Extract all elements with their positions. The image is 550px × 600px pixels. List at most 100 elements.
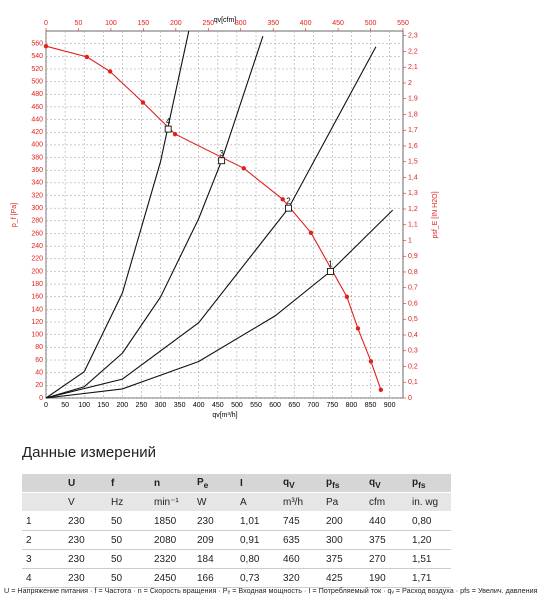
header-cell: pfs bbox=[322, 474, 365, 493]
data-point bbox=[107, 69, 113, 74]
cell: 209 bbox=[193, 530, 236, 550]
x-tick-label: 500 bbox=[231, 402, 243, 409]
y2-tick-label: 2 bbox=[408, 80, 412, 87]
cell: 1 bbox=[22, 511, 64, 531]
y-tick-label: 260 bbox=[31, 230, 43, 237]
unit-cell: W bbox=[193, 492, 236, 512]
data-point bbox=[43, 43, 49, 49]
header-text: U bbox=[68, 477, 76, 489]
y2-tick-label: 0,4 bbox=[408, 332, 418, 339]
y-tick-label: 540 bbox=[31, 53, 43, 60]
cell: 375 bbox=[365, 530, 408, 550]
cell: 230 bbox=[193, 511, 236, 531]
curve bbox=[45, 36, 264, 399]
y-tick-label: 240 bbox=[31, 243, 43, 250]
x2-tick-label: 0 bbox=[44, 20, 48, 27]
x-tick-label: 350 bbox=[174, 402, 186, 409]
curve bbox=[45, 45, 382, 390]
data-row: 4 230 50 2450 166 0,73 320 425 190 1,71 bbox=[22, 568, 451, 588]
y2-tick-label: 0,8 bbox=[408, 269, 418, 276]
y2-tick-label: 1,9 bbox=[408, 96, 418, 103]
y-tick-label: 520 bbox=[31, 66, 43, 73]
unit-cell: m³/h bbox=[279, 492, 322, 512]
header-sub: fs bbox=[332, 479, 340, 490]
y2-tick-label: 1,3 bbox=[408, 190, 418, 197]
cell: 1,01 bbox=[236, 511, 279, 531]
header-text: I bbox=[240, 477, 243, 489]
y2-tick-label: 0,5 bbox=[408, 316, 418, 323]
x2-tick-label: 50 bbox=[75, 20, 83, 27]
x-tick-label: 250 bbox=[136, 402, 148, 409]
header-text: q bbox=[283, 476, 290, 488]
cell: 200 bbox=[322, 511, 365, 531]
x-tick-label: 700 bbox=[307, 402, 319, 409]
x2-tick-label: 550 bbox=[397, 20, 409, 27]
unit-cell: in. wg bbox=[408, 492, 451, 512]
cell: 230 bbox=[64, 568, 107, 588]
y-tick-label: 340 bbox=[31, 180, 43, 187]
x-axis-label: qv[m³/h] bbox=[212, 412, 237, 419]
cell: 635 bbox=[279, 530, 322, 550]
y-tick-label: 420 bbox=[31, 129, 43, 136]
cell: 1850 bbox=[150, 511, 193, 531]
y-tick-label: 100 bbox=[31, 332, 43, 339]
x-tick-label: 50 bbox=[61, 402, 69, 409]
x-tick-label: 150 bbox=[97, 402, 109, 409]
cell: 0,80 bbox=[236, 549, 279, 569]
operating-point bbox=[285, 204, 292, 212]
unit-cell: Pa bbox=[322, 492, 365, 512]
y2-tick-label: 0,1 bbox=[408, 379, 418, 386]
unit-cell: A bbox=[236, 492, 279, 512]
data-point bbox=[172, 131, 178, 137]
cell: 50 bbox=[107, 530, 150, 550]
y-tick-label: 20 bbox=[35, 382, 43, 389]
data-row: 2 230 50 2080 209 0,91 635 300 375 1,20 bbox=[22, 530, 451, 550]
y-tick-label: 400 bbox=[31, 142, 43, 149]
cell: 460 bbox=[279, 549, 322, 569]
y2-tick-label: 1,7 bbox=[408, 127, 418, 134]
unit-cell: V bbox=[64, 492, 107, 512]
header-sub: e bbox=[203, 479, 209, 490]
x2-tick-label: 150 bbox=[138, 20, 150, 27]
operating-point-label: 3 bbox=[219, 149, 224, 158]
operating-point-label: 2 bbox=[286, 196, 291, 205]
x-tick-label: 800 bbox=[346, 402, 358, 409]
y2-tick-label: 0,9 bbox=[408, 253, 418, 260]
y2-tick-label: 1 bbox=[408, 237, 412, 244]
header-sub: V bbox=[375, 479, 381, 490]
cell: 1,71 bbox=[408, 568, 451, 588]
x-tick-label: 300 bbox=[155, 402, 167, 409]
y-tick-label: 60 bbox=[35, 357, 43, 364]
cell: 1,51 bbox=[408, 549, 451, 569]
unit-cell: cfm bbox=[365, 492, 408, 512]
y2-tick-label: 1,2 bbox=[408, 206, 418, 213]
cell: 0,73 bbox=[236, 568, 279, 588]
y-tick-label: 200 bbox=[31, 268, 43, 275]
cell: 375 bbox=[322, 549, 365, 569]
y-tick-label: 320 bbox=[31, 192, 43, 199]
header-cell: Pe bbox=[193, 474, 236, 493]
cell: 230 bbox=[64, 511, 107, 531]
section-heading: Данные измерений bbox=[22, 444, 156, 461]
x-tick-label: 600 bbox=[269, 402, 281, 409]
y-tick-label: 180 bbox=[31, 281, 43, 288]
y2-tick-label: 1,6 bbox=[408, 143, 418, 150]
y2-tick-label: 0,7 bbox=[408, 285, 418, 292]
data-point bbox=[140, 100, 146, 105]
data-point bbox=[344, 294, 350, 299]
x-tick-label: 200 bbox=[117, 402, 129, 409]
x2-axis-label: qv[cfm] bbox=[214, 17, 237, 24]
x-tick-label: 0 bbox=[44, 402, 48, 409]
data-point bbox=[241, 166, 246, 171]
x2-tick-label: 350 bbox=[267, 20, 279, 27]
x-tick-label: 750 bbox=[327, 402, 339, 409]
cell: 50 bbox=[107, 511, 150, 531]
header-cell: qV bbox=[279, 474, 322, 493]
x2-tick-label: 450 bbox=[332, 20, 344, 27]
cell: 425 bbox=[322, 568, 365, 588]
y-axis-label: p_f [Pa] bbox=[11, 203, 18, 227]
cell: 270 bbox=[365, 549, 408, 569]
